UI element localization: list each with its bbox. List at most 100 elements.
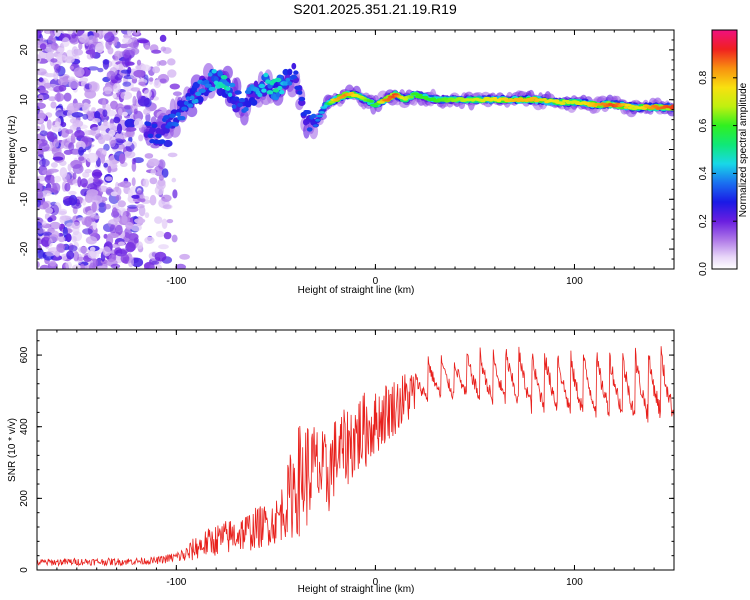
noise-cell [78,42,83,50]
noise-cell [92,37,99,43]
noise-cell [50,42,59,51]
noise-cell [102,98,107,109]
noise-cell [48,96,57,102]
noise-cell [87,251,100,259]
noise-cell [73,102,84,108]
noise-cell [108,129,116,137]
ridge-cell [316,114,324,118]
y-tick-label: -20 [19,241,30,256]
ridge-cell [441,97,449,101]
noise-cell [102,59,110,65]
ridge-cell [542,98,547,101]
noise-cell [155,230,165,238]
noise-cell [80,178,88,188]
noise-cell [46,131,55,140]
noise-cell [55,109,67,118]
noise-cell [72,164,84,174]
ridge-cell [194,98,199,104]
noise-cell [91,169,102,179]
ridge-cell [225,86,231,91]
noise-cell [60,127,70,138]
noise-cell [50,101,57,109]
noise-cell [143,89,152,98]
noise-cell [153,79,161,89]
ridge-cell [163,115,170,120]
noise-cell [167,69,177,78]
noise-cell [66,250,75,260]
noise-cell [86,152,98,163]
noise-cell [122,81,132,87]
ridge-cell [310,113,317,119]
noise-cell [57,77,69,86]
ridge-cell [274,77,282,83]
snr-x-ticks: -100 0 100 [36,330,675,588]
noise-cell [131,158,137,165]
ridge-cell [277,85,283,91]
ridge-cell [229,82,236,88]
noise-cell [71,236,77,243]
snr-y-label: SNR (10 * v/v) [7,418,18,482]
ridge-cell [231,104,237,109]
noise-cell [51,124,63,132]
snr-panel: -100 0 100 0 200 400 600 Height of straight l… [7,329,675,595]
noise-cell [37,189,44,200]
noise-cell [94,111,101,119]
noise-cell [58,232,64,237]
noise-cell [159,34,167,43]
noise-cell [108,254,117,261]
noise-cell [110,263,121,269]
noise-cell [82,228,93,235]
noise-cell [69,65,74,70]
noise-cell [78,156,85,162]
ridge-cell [285,77,291,83]
noise-cell [144,44,150,50]
noise-cell [37,177,40,185]
ridge-cell [304,110,312,115]
noise-cell [121,215,128,225]
noise-cell [115,224,123,236]
noise-cell [61,254,68,261]
noise-cell [93,177,99,183]
noise-cell [42,169,54,176]
ridge-cell [159,139,166,144]
noise-cell [59,167,68,178]
noise-cell [166,219,174,224]
noise-cell [103,143,110,151]
noise-cell [65,261,72,269]
ridge-cell [315,118,321,122]
ridge-cell [145,121,152,127]
noise-cell [131,161,137,172]
noise-cell [67,245,78,252]
ridge-cell [368,100,374,103]
noise-cell [167,152,178,158]
noise-cell [148,77,154,82]
noise-cell [122,37,133,44]
noise-cell [37,125,41,132]
noise-cell [38,142,50,152]
noise-cell [104,203,111,210]
noise-cell [125,242,136,253]
noise-cell [124,131,134,138]
noise-cell [70,133,76,144]
noise-cell [132,95,137,107]
snr-series-line [37,346,674,567]
noise-cell [158,174,164,181]
noise-cell [110,100,118,110]
x-tick-label: 100 [566,276,583,287]
colorbar-tick-label: 0.6 [698,118,709,132]
noise-cell [78,146,85,156]
noise-cell [159,78,167,84]
noise-cell [125,126,137,132]
noise-cell [71,32,77,39]
y-tick-label: 0 [19,146,30,152]
noise-cell [38,77,44,83]
noise-cell [143,108,151,116]
ridge-cell [207,72,213,77]
noise-cell [109,136,116,148]
noise-cell [92,118,101,123]
ridge-cell [208,86,216,92]
noise-cell [162,47,172,54]
ridge-cell [670,104,674,108]
noise-cell [82,171,90,178]
ridge-cell [227,92,233,98]
